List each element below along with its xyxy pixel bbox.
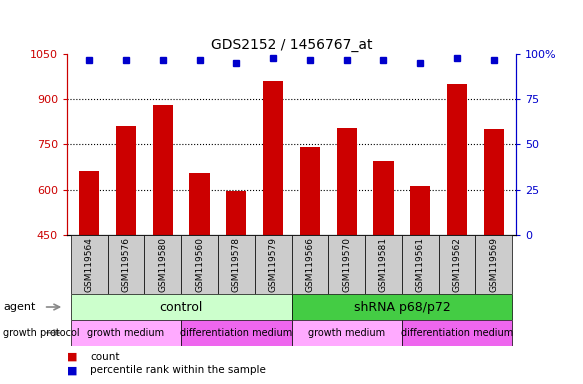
Bar: [292, 320, 402, 346]
Text: percentile rank within the sample: percentile rank within the sample: [90, 366, 266, 376]
Text: GSM119560: GSM119560: [195, 237, 204, 292]
Bar: [438, 235, 476, 294]
Text: growth medium: growth medium: [87, 328, 164, 338]
Bar: [402, 320, 512, 346]
Text: GSM119578: GSM119578: [232, 237, 241, 292]
Bar: [181, 320, 292, 346]
Bar: [255, 235, 292, 294]
Bar: [145, 235, 181, 294]
Text: GSM119580: GSM119580: [158, 237, 167, 292]
Bar: [71, 235, 107, 294]
Text: control: control: [159, 301, 203, 313]
Bar: [189, 173, 210, 370]
Bar: [292, 235, 328, 294]
Bar: [79, 171, 99, 370]
Text: agent: agent: [3, 302, 36, 312]
Bar: [218, 235, 255, 294]
Bar: [300, 147, 320, 370]
Bar: [263, 81, 283, 370]
Text: count: count: [90, 352, 120, 362]
Text: GSM119562: GSM119562: [452, 237, 462, 292]
Text: differentiation medium: differentiation medium: [401, 328, 513, 338]
Text: GSM119566: GSM119566: [305, 237, 314, 292]
Text: differentiation medium: differentiation medium: [180, 328, 293, 338]
Bar: [71, 294, 292, 320]
Text: shRNA p68/p72: shRNA p68/p72: [353, 301, 450, 313]
Bar: [71, 320, 181, 346]
Bar: [116, 126, 136, 370]
Text: GSM119570: GSM119570: [342, 237, 351, 292]
Text: growth medium: growth medium: [308, 328, 385, 338]
Bar: [328, 235, 365, 294]
Text: ■: ■: [67, 352, 78, 362]
Bar: [484, 129, 504, 370]
Bar: [107, 235, 145, 294]
Bar: [476, 235, 512, 294]
Text: ■: ■: [67, 366, 78, 376]
Bar: [153, 105, 173, 370]
Text: GSM119581: GSM119581: [379, 237, 388, 292]
Bar: [181, 235, 218, 294]
Text: GSM119579: GSM119579: [269, 237, 278, 292]
Text: GSM119561: GSM119561: [416, 237, 425, 292]
Bar: [292, 294, 512, 320]
Text: growth protocol: growth protocol: [3, 328, 79, 338]
Text: GSM119564: GSM119564: [85, 237, 94, 292]
Bar: [447, 84, 467, 370]
Bar: [402, 235, 438, 294]
Bar: [365, 235, 402, 294]
Bar: [226, 191, 247, 370]
Text: GSM119569: GSM119569: [489, 237, 498, 292]
Bar: [336, 128, 357, 370]
Bar: [410, 187, 430, 370]
Title: GDS2152 / 1456767_at: GDS2152 / 1456767_at: [210, 38, 373, 52]
Bar: [373, 161, 394, 370]
Text: GSM119576: GSM119576: [121, 237, 131, 292]
